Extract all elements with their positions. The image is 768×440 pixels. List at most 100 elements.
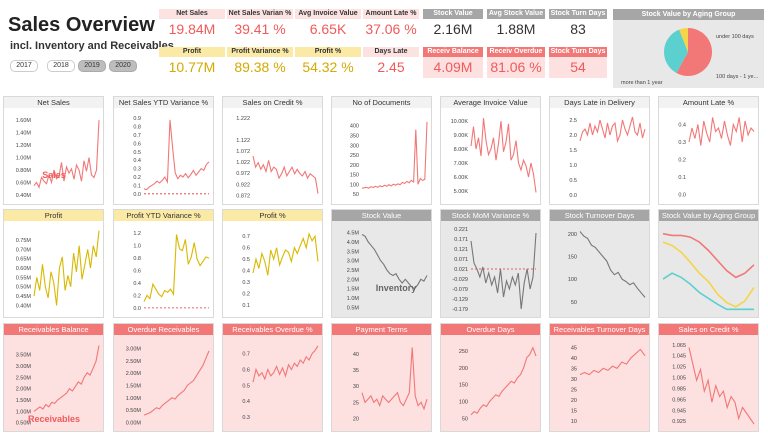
y-tick-label: -0.179	[452, 307, 468, 313]
chart-title: Profit %	[223, 210, 322, 221]
y-tick-label: 0.4	[678, 123, 686, 129]
y-tick-label: 15	[571, 408, 577, 414]
kpi-tile[interactable]: Profit % 54.32 %	[295, 47, 361, 78]
series-line	[252, 155, 319, 194]
kpi-tile[interactable]: Stock Turn Days 54	[549, 47, 607, 78]
kpi-tile[interactable]: Net Sales 19.84M	[159, 9, 225, 40]
kpi-tile[interactable]: Net Sales Varian % 39.41 %	[227, 9, 293, 40]
chart-card[interactable]: Stock MoM Variance % 0.221 0.171 0.121 0.071…	[440, 209, 541, 318]
aging-pie-title: Stock Value by Aging Group	[613, 9, 764, 20]
chart-card[interactable]: Profit % 0.7 0.6 0.5 0.4 0.3 0.2 0.1	[222, 209, 323, 318]
series-line	[143, 119, 210, 191]
line-chart: 0.7 0.6 0.5 0.4 0.3 0.2 0.1	[242, 232, 319, 309]
y-tick-label: 50	[571, 300, 577, 306]
y-tick-label: 20	[571, 398, 577, 404]
chart-card[interactable]: Sales on Credit % 1.065 1.045 1.025 1.005 0.9…	[658, 323, 759, 432]
chart-card[interactable]: Days Late in Delivery 2.5 2.0 1.5 1.0 0.5 0.0	[549, 96, 650, 205]
aging-pie-card[interactable]: Stock Value by Aging Group under 100 day…	[613, 9, 764, 88]
year-button-0[interactable]: 2017	[10, 60, 38, 72]
chart-card[interactable]: Profit 0.75M 0.70M 0.65M 0.60M 0.55M 0.50M 0.45…	[3, 209, 104, 318]
line-chart: 3.50M 3.00M 2.50M 2.00M 1.50M 1.00M 0.50MRecei…	[16, 345, 100, 427]
chart-card[interactable]: Receivables Turnover Days 45 40 35 30 25 20 15 1…	[549, 323, 650, 432]
chart-card[interactable]: Sales on Credit % 1.222 1.122 1.072 1.022 0.9…	[222, 96, 323, 205]
kpi-tile[interactable]: Receiv Balance 4.09M	[423, 47, 483, 78]
kpi-tile[interactable]: Stock Turn Days 83	[549, 9, 607, 40]
y-tick-label: 0.6	[133, 269, 141, 275]
series-line	[470, 346, 537, 416]
chart-title: Average Invoice Value	[441, 97, 540, 108]
kpi-tile[interactable]: Receiv Overdue 81.06 %	[487, 47, 545, 78]
y-tick-label: 0.4	[242, 269, 250, 275]
chart-title: Payment Terms	[332, 324, 431, 335]
year-button-1[interactable]: 2018	[47, 60, 75, 72]
kpi-tile[interactable]: Amount Late % 37.06 %	[363, 9, 419, 40]
chart-card[interactable]: Stock Value 4.5M 4.0M 3.5M 3.0M 2.5M 2.0M 1.5M 1…	[331, 209, 432, 318]
kpi-value: 4.09M	[423, 57, 483, 78]
year-button-2[interactable]: 2019	[78, 60, 106, 72]
pie-slice	[664, 29, 688, 74]
chart-card[interactable]: Net Sales 1.60M 1.40M 1.20M 1.00M 0.80M 0.60M 0…	[3, 96, 104, 205]
kpi-tile[interactable]: Profit Variance % 89.38 %	[227, 47, 293, 78]
y-tick-label: 1.045	[672, 354, 686, 360]
kpi-label: Receiv Balance	[423, 47, 483, 57]
chart-title: Profit YTD Variance %	[114, 210, 213, 221]
series-line	[470, 232, 537, 310]
y-tick-label: 3.00M	[126, 346, 142, 352]
chart-title: Profit	[4, 210, 103, 221]
y-tick-label: 2.50M	[16, 375, 32, 381]
line-chart: 0.9 0.8 0.7 0.6 0.5 0.4 0.3 0.2 0.1 0.0	[133, 116, 210, 198]
kpi-value: 83	[570, 21, 586, 37]
kpi-label: Stock Value	[423, 9, 483, 19]
kpi-tile[interactable]: Profit 10.77M	[159, 47, 225, 78]
kpi-tile[interactable]: Avg Invoice Value 6.65K	[295, 9, 361, 40]
chart-title: No of Documents	[332, 97, 431, 108]
kpi-label: Net Sales Varian %	[227, 9, 293, 19]
y-tick-label: 0.70M	[16, 247, 32, 253]
pie-label: 100 days - 1 ye...	[716, 74, 759, 80]
y-tick-label: 1.00M	[16, 409, 32, 415]
chart-card[interactable]: Profit YTD Variance % 1.2 1.0 0.8 0.6 0.4 0.2 0…	[113, 209, 214, 318]
series-line	[470, 118, 537, 193]
chart-card[interactable]: Stock Turnover Days 200 150 100 50	[549, 209, 650, 318]
y-tick-label: 2.5M	[347, 268, 360, 274]
chart-card[interactable]: Payment Terms 40 35 30 25 20	[331, 323, 432, 432]
line-chart: 40 35 30 25 20	[353, 347, 428, 423]
chart-card[interactable]: Average Invoice Value 10.00K 9.00K 8.00K 7.0…	[440, 96, 541, 205]
chart-card[interactable]: No of Documents 400 350 300 250 200 150 100 50	[331, 96, 432, 205]
chart-card[interactable]: Amount Late % 0.4 0.3 0.2 0.1 0.0	[658, 96, 759, 205]
kpi-label: Amount Late %	[363, 9, 419, 19]
chart-title: Receivables Overdue %	[223, 324, 322, 335]
y-tick-label: 0.80M	[16, 168, 32, 174]
line-chart: 1.2 1.0 0.8 0.6 0.4 0.2 0.0	[133, 231, 210, 312]
line-chart: 200 150 100 50	[568, 231, 646, 306]
series-line	[33, 345, 100, 412]
y-tick-label: 0.0	[133, 306, 141, 312]
y-tick-label: 1.065	[672, 343, 686, 349]
chart-card[interactable]: Receivables Balance 3.50M 3.00M 2.50M 2.00M 1…	[3, 323, 104, 432]
chart-card[interactable]: Receivables Overdue % 0.7 0.6 0.5 0.4 0.3	[222, 323, 323, 432]
y-tick-label: 0.40M	[16, 303, 32, 309]
chart-overlay-label: Receivables	[28, 414, 80, 424]
y-tick-label: 1.122	[236, 138, 250, 144]
line-chart: 400 350 300 250 200 150 100 50	[350, 121, 428, 198]
y-tick-label: 35	[353, 368, 359, 374]
chart-title: Amount Late %	[659, 97, 758, 108]
chart-card[interactable]: Overdue Days 250 200 150 100 50	[440, 323, 541, 432]
y-tick-label: 0.1	[242, 303, 250, 309]
chart-card[interactable]: Stock Value by Aging Group	[658, 209, 759, 318]
y-tick-label: 0.5M	[347, 305, 360, 311]
kpi-value: 81.06 %	[487, 57, 545, 78]
chart-card[interactable]: Overdue Receivables 3.00M 2.50M 2.00M 1.50M 1…	[113, 323, 214, 432]
chart-card[interactable]: Net Sales YTD Variance % 0.9 0.8 0.7 0.6 0.5 0…	[113, 96, 214, 205]
kpi-tile[interactable]: Stock Value 2.16M	[423, 9, 483, 40]
y-tick-label: 2.0	[569, 133, 577, 139]
kpi-tile[interactable]: Avg Stock Value 1.88M	[487, 9, 545, 40]
y-tick-label: 40	[571, 356, 577, 362]
kpi-tile[interactable]: Days Late 2.45	[363, 47, 419, 78]
series-line	[361, 121, 428, 189]
series-line	[33, 120, 100, 189]
kpi-label: Avg Stock Value	[487, 9, 545, 19]
kpi-label: Net Sales	[159, 9, 225, 19]
year-button-3[interactable]: 2020	[109, 60, 137, 72]
y-tick-label: 1.022	[236, 160, 250, 166]
